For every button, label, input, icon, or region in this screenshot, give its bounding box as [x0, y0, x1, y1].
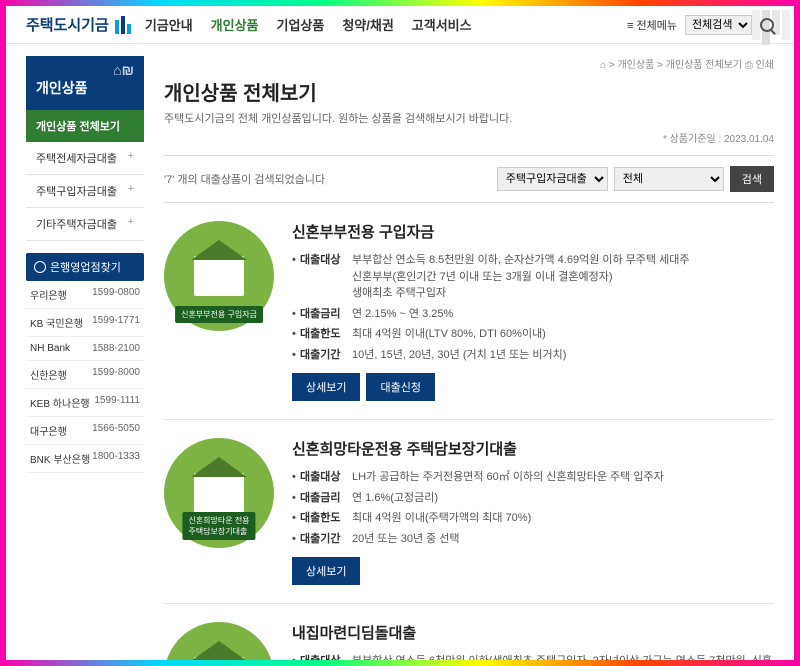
- page-desc: 주택도시기금의 전체 개인상품입니다. 원하는 상품을 검색해보시기 바랍니다.: [164, 110, 774, 126]
- bank-row-6[interactable]: BNK 부산은행1800-1333: [26, 445, 144, 473]
- nav-item-0[interactable]: 기금안내: [145, 15, 193, 34]
- site-logo[interactable]: 주택도시기금: [26, 14, 131, 35]
- house-icon: [194, 657, 244, 660]
- search-scope-select[interactable]: 전체검색: [685, 15, 752, 35]
- detail-button[interactable]: 상세보기: [292, 373, 360, 401]
- sidebar: ⌂₪ 개인상품 개인상품 전체보기 주택전세자금대출+주택구입자금대출+기타주택…: [26, 56, 144, 660]
- product-badge: 신혼부부전용 구입자금: [164, 221, 274, 331]
- nav-item-4[interactable]: 고객서비스: [412, 15, 472, 34]
- house-icon: ⌂₪: [113, 62, 134, 78]
- product-2: 내집마련디딤돌대출내집마련디딤돌대출대출대상부부합산 연소득 6천만원 이하(생…: [164, 622, 774, 660]
- content: ⌂ > 개인상품 > 개인상품 전체보기 ⎙ 인쇄 개인상품 전체보기 주택도시…: [164, 56, 774, 660]
- bank-row-5[interactable]: 대구은행1566-5050: [26, 417, 144, 445]
- menu-all-link[interactable]: ≡ 전체메뉴: [627, 17, 677, 33]
- apply-button[interactable]: 대출신청: [366, 373, 434, 401]
- product-title: 내집마련디딤돌대출: [292, 622, 774, 643]
- bank-row-2[interactable]: NH Bank1588-2100: [26, 337, 144, 361]
- detail-button[interactable]: 상세보기: [292, 557, 360, 585]
- logo-bars-icon: [115, 16, 131, 34]
- filter-sub-select[interactable]: 전체: [614, 167, 724, 191]
- badge-ribbon: 신혼부부전용 구입자금: [175, 306, 263, 323]
- date-note: * 상품기준일 : 2023.01.04: [164, 130, 774, 145]
- sidebar-item-2[interactable]: 기타주택자금대출+: [26, 208, 144, 241]
- main-nav: 기금안내 개인상품 기업상품 청약/채권 고객서비스: [145, 15, 472, 34]
- nav-item-2[interactable]: 기업상품: [277, 15, 325, 34]
- nav-item-1[interactable]: 개인상품: [211, 15, 259, 34]
- bank-row-1[interactable]: KB 국민은행1599-1771: [26, 309, 144, 337]
- product-badge: 내집마련디딤돌대출: [164, 622, 274, 660]
- product-badge: 신혼희망타운 전용주택담보장기대출: [164, 438, 274, 548]
- topbar: 주택도시기금 기금안내 개인상품 기업상품 청약/채권 고객서비스 ≡ 전체메뉴 전체검…: [6, 6, 794, 44]
- bank-row-3[interactable]: 신한은행1599-8000: [26, 361, 144, 389]
- sidebar-title: ⌂₪ 개인상품: [26, 56, 144, 110]
- nav-item-3[interactable]: 청약/채권: [342, 15, 393, 34]
- phone-icon: [34, 261, 46, 273]
- sidebar-current[interactable]: 개인상품 전체보기: [26, 110, 144, 142]
- product-title: 신혼부부전용 구입자금: [292, 221, 774, 242]
- sidebar-item-0[interactable]: 주택전세자금대출+: [26, 142, 144, 175]
- filter-row: '7' 개의 대출상품이 검색되었습니다 주택구입자금대출 전체 검색: [164, 155, 774, 203]
- bank-finder-head: 은행영업점찾기: [26, 253, 144, 281]
- sidebar-item-1[interactable]: 주택구입자금대출+: [26, 175, 144, 208]
- result-count: '7' 개의 대출상품이 검색되었습니다: [164, 171, 325, 187]
- product-1: 신혼희망타운 전용주택담보장기대출신혼희망타운전용 주택담보장기대출대출대상LH…: [164, 438, 774, 604]
- bank-row-0[interactable]: 우리은행1599-0800: [26, 281, 144, 309]
- bank-row-4[interactable]: KEB 하나은행1599-1111: [26, 389, 144, 417]
- house-icon: [194, 473, 244, 513]
- search-icon[interactable]: [760, 18, 774, 32]
- filter-category-select[interactable]: 주택구입자금대출: [497, 167, 608, 191]
- breadcrumb: ⌂ > 개인상품 > 개인상품 전체보기 ⎙ 인쇄: [164, 56, 774, 71]
- product-0: 신혼부부전용 구입자금신혼부부전용 구입자금대출대상부부합산 연소득 8.5천만…: [164, 221, 774, 420]
- page-title: 개인상품 전체보기: [164, 77, 774, 106]
- badge-ribbon: 신혼희망타운 전용주택담보장기대출: [182, 512, 255, 540]
- product-title: 신혼희망타운전용 주택담보장기대출: [292, 438, 774, 459]
- house-icon: [194, 256, 244, 296]
- search-button[interactable]: 검색: [730, 166, 774, 192]
